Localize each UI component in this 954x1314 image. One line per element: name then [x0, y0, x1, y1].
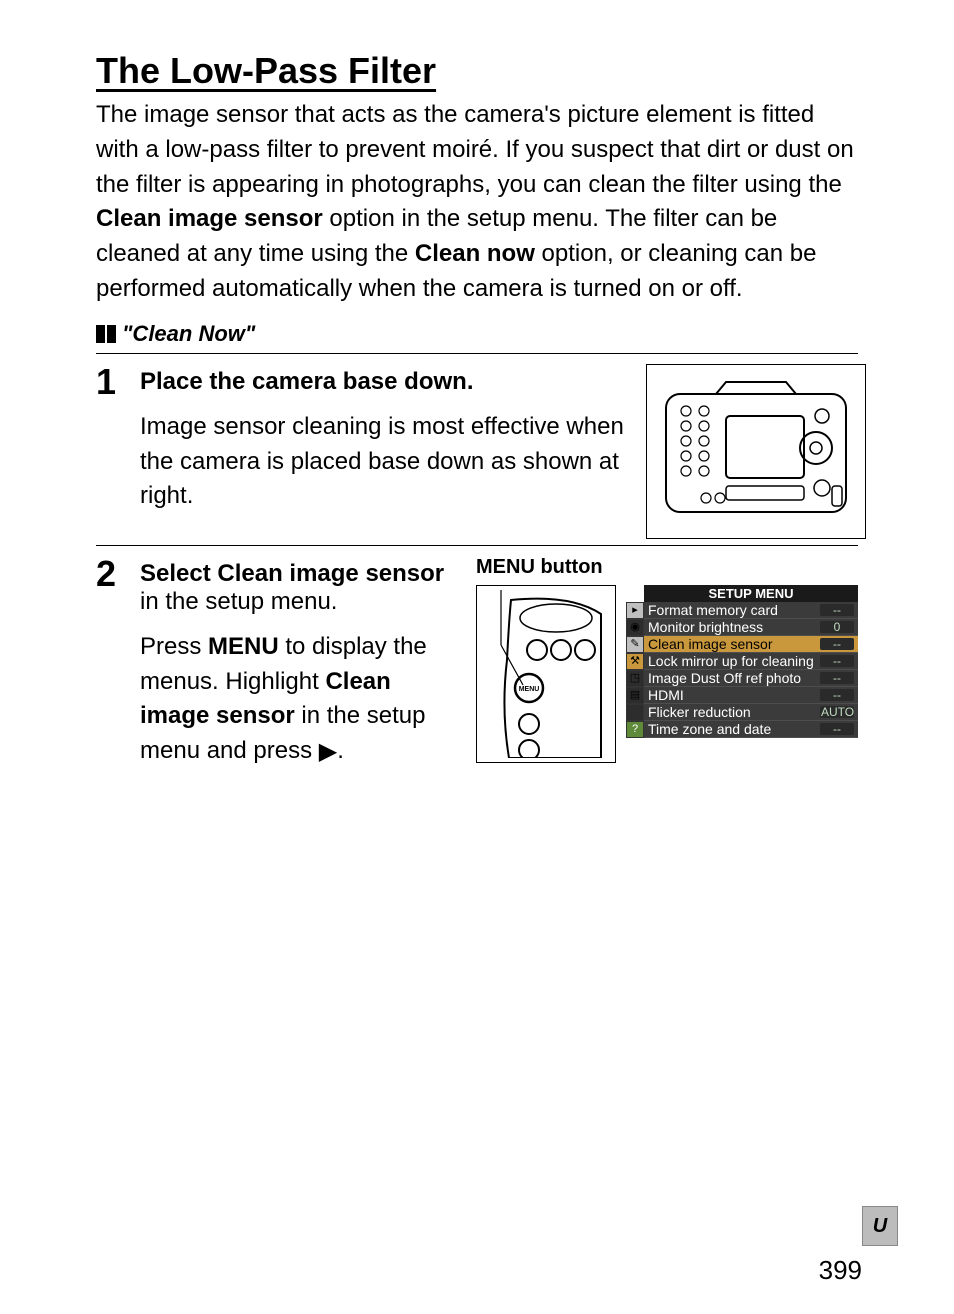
step-1-body: Image sensor cleaning is most effective …: [140, 410, 630, 514]
setup-menu-row-value: --: [820, 689, 854, 701]
setup-menu-tab-icon: ▸: [626, 602, 644, 619]
setup-menu-row-label: Clean image sensor: [648, 637, 773, 651]
setup-menu-tab-icon: ⚒: [626, 653, 644, 670]
step-2-body: Press MENU to display the menus. Highlig…: [140, 630, 460, 770]
step-2: 2 Select Clean image sensor in the setup…: [96, 545, 858, 770]
setup-menu-row-value: --: [820, 655, 854, 667]
setup-menu-row-label: Lock mirror up for cleaning: [648, 654, 814, 668]
intro-paragraph: The image sensor that acts as the camera…: [96, 98, 858, 307]
setup-menu-tab-icon: ◉: [626, 619, 644, 636]
step-1-heading: Place the camera base down.: [140, 368, 630, 396]
setup-menu-row: Format memory card --: [644, 602, 858, 619]
setup-menu-tab-icon: [626, 704, 644, 721]
setup-menu-row-value: --: [820, 604, 854, 616]
setup-menu-row-label: Image Dust Off ref photo: [648, 671, 801, 685]
setup-menu-row-label: Flicker reduction: [648, 705, 751, 719]
setup-menu-row-label: Monitor brightness: [648, 620, 763, 634]
setup-menu-row-label: Format memory card: [648, 603, 778, 617]
setup-menu-tab-icon: ✎: [626, 636, 644, 653]
svg-text:MENU: MENU: [519, 686, 540, 693]
setup-menu-tab-icon: ▤: [626, 687, 644, 704]
setup-menu-row-label: HDMI: [648, 688, 684, 702]
setup-menu-row-value: --: [820, 638, 854, 650]
step-2-number: 2: [96, 556, 126, 770]
setup-menu-row: Time zone and date --: [644, 721, 858, 738]
setup-menu-row-value: --: [820, 672, 854, 684]
setup-menu-row: HDMI --: [644, 687, 858, 704]
step-1: 1 Place the camera base down. Image sens…: [96, 353, 858, 539]
setup-menu-title: SETUP MENU: [644, 585, 858, 602]
setup-menu-row: Lock mirror up for cleaning --: [644, 653, 858, 670]
setup-menu-row-value: --: [820, 723, 854, 735]
subsection-header: "Clean Now": [96, 321, 858, 347]
menu-button-label: MENU button: [476, 556, 858, 579]
setup-menu-row-value: AUTO: [820, 706, 854, 718]
camera-rear-illustration: [646, 364, 866, 539]
setup-menu-row: Monitor brightness 0: [644, 619, 858, 636]
page-title: The Low-Pass Filter: [96, 50, 858, 92]
setup-menu-tab-icon: ◳: [626, 670, 644, 687]
subsection-title: "Clean Now": [122, 321, 255, 347]
setup-menu-row-label: Time zone and date: [648, 722, 771, 736]
step-1-number: 1: [96, 364, 126, 539]
setup-menu-row: Image Dust Off ref photo --: [644, 670, 858, 687]
camera-menu-button-illustration: MENU: [476, 585, 616, 763]
setup-menu-row: Clean image sensor --: [644, 636, 858, 653]
setup-menu-screenshot: ▸◉✎⚒◳▤? SETUP MENU Format memory card -- M…: [626, 585, 858, 738]
setup-menu-row-value: 0: [820, 621, 854, 633]
setup-menu-tab-icon: ?: [626, 721, 644, 738]
page-number: 399: [819, 1255, 862, 1286]
setup-menu-row: Flicker reduction AUTO: [644, 704, 858, 721]
step-2-heading: Select Clean image sensor in the setup m…: [140, 560, 460, 616]
setup-menu-icon-column: ▸◉✎⚒◳▤?: [626, 585, 644, 738]
subsection-bullet-icon: [96, 325, 116, 343]
section-tab-icon: U: [862, 1206, 898, 1246]
